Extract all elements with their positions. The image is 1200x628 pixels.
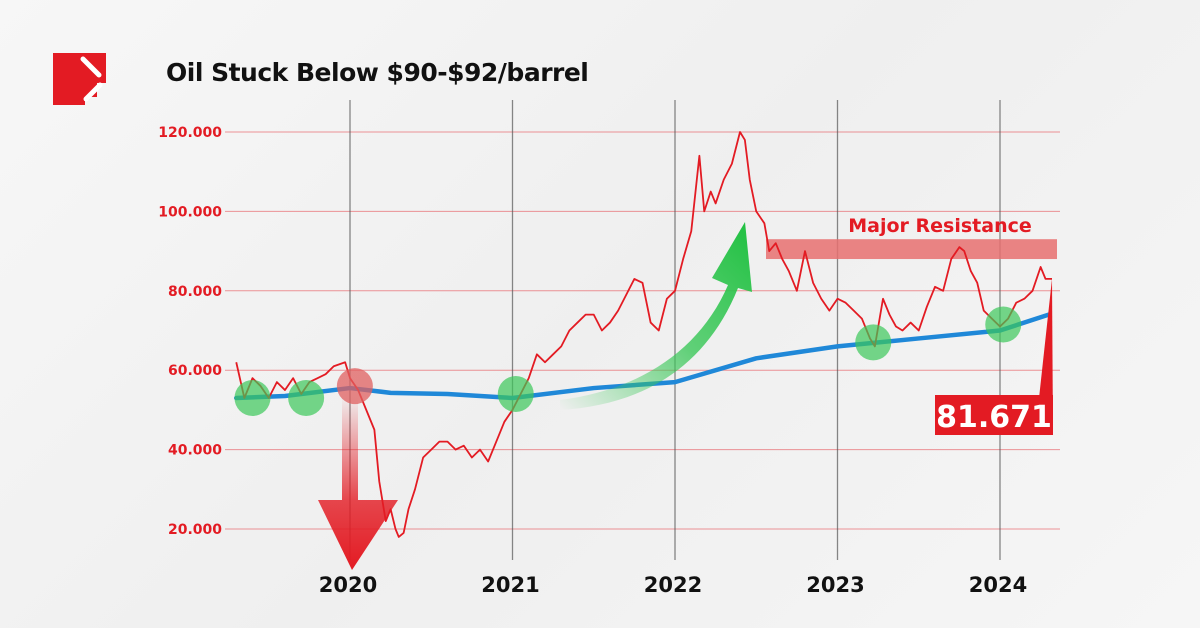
- support-touch-marker: [497, 376, 534, 413]
- x-tick-label: 2024: [969, 573, 1027, 597]
- y-tick-label: 60.000: [168, 363, 222, 379]
- x-tick-label: 2020: [319, 573, 377, 597]
- y-tick-label: 20.000: [168, 522, 222, 538]
- page-title: Oil Stuck Below $90-$92/barrel: [166, 58, 589, 87]
- price-line: [235, 131, 1052, 538]
- support-touch-marker: [985, 306, 1022, 343]
- y-tick-label: 120.000: [158, 125, 222, 141]
- y-tick-label: 80.000: [168, 284, 222, 300]
- downtrend-arrow: [318, 395, 398, 570]
- resistance-band: [766, 239, 1057, 260]
- support-touch-marker: [855, 324, 892, 361]
- x-tick-label: 2022: [644, 573, 702, 597]
- support-touch-marker: [288, 379, 325, 416]
- x-tick-label: 2023: [806, 573, 864, 597]
- y-tick-label: 40.000: [168, 443, 222, 459]
- last-price-box: [935, 395, 1053, 435]
- brand-logo-icon: [53, 53, 106, 105]
- resistance-label: Major Resistance: [848, 215, 1032, 237]
- breakdown-marker: [336, 368, 373, 405]
- y-tick-label: 100.000: [158, 204, 222, 220]
- support-touch-marker: [234, 379, 271, 416]
- uptrend-arrow: [560, 222, 752, 410]
- x-tick-label: 2021: [481, 573, 539, 597]
- last-price-label: 81.671: [936, 400, 1052, 435]
